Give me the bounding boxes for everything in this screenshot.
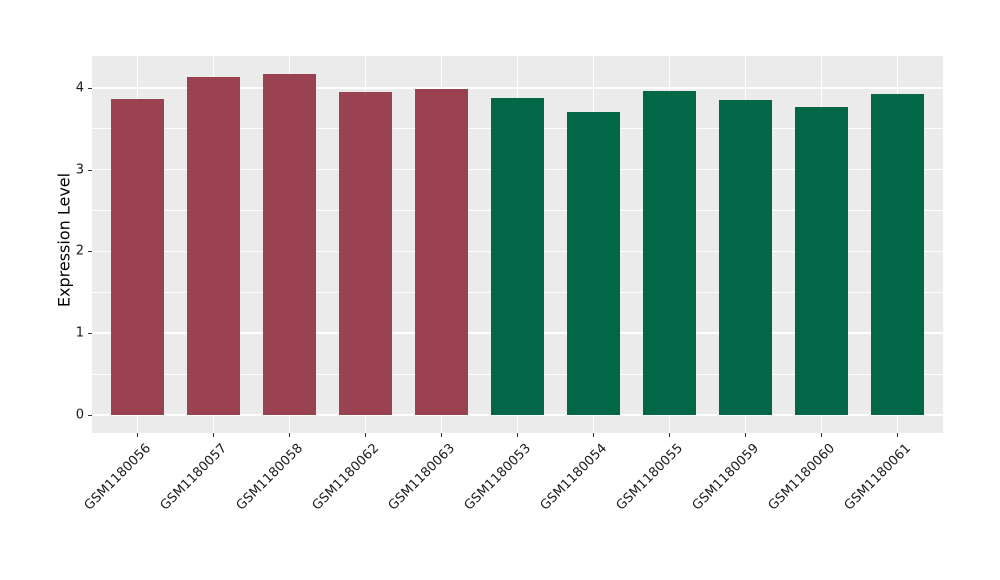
y-tick-mark [87,251,92,253]
bar-GSM1180055 [642,91,697,415]
x-tick-label: GSM1180059 [689,441,763,514]
x-tick-mark [820,433,822,437]
bar-GSM1180058 [262,73,317,415]
x-tick-label: GSM1180054 [537,441,611,514]
y-tick-label: 3 [75,162,84,178]
x-tick-mark [668,433,670,437]
x-tick-label: GSM1180060 [765,441,839,514]
bar-GSM1180053 [490,98,545,415]
y-tick-label: 1 [75,325,84,341]
x-tick-mark [289,433,291,437]
y-axis-title: Expression Level [54,172,74,308]
x-tick-label: GSM1180057 [157,441,231,514]
x-tick-label: GSM1180061 [841,441,915,514]
bar-GSM1180057 [186,77,241,415]
x-tick-label: GSM1180053 [461,441,535,514]
bar-GSM1180061 [870,93,924,415]
x-tick-label: GSM1180062 [309,441,383,514]
x-tick-mark [137,433,139,437]
x-tick-label: GSM1180058 [233,441,307,514]
y-tick-mark [87,415,92,416]
x-tick-mark [365,433,367,437]
y-tick-label: 2 [75,243,84,259]
y-tick-mark [87,333,92,335]
bar-GSM1180060 [794,106,849,415]
x-tick-mark [592,433,594,437]
x-tick-mark [213,433,215,437]
y-tick-label: 4 [75,80,84,96]
bar-GSM1180056 [110,99,165,415]
x-tick-mark [896,433,898,437]
x-tick-mark [517,433,518,437]
x-tick-mark [744,433,746,437]
y-tick-label: 0 [75,407,84,423]
x-tick-label: GSM1180055 [613,441,687,514]
x-tick-mark [441,433,443,437]
y-tick-mark [87,87,92,89]
x-tick-label: GSM1180056 [81,441,155,514]
y-tick-mark [87,169,92,171]
plot-panel [92,56,943,433]
bar-GSM1180059 [718,100,773,415]
bar-GSM1180062 [338,91,393,415]
x-tick-label: GSM1180063 [385,441,459,514]
bar-GSM1180063 [414,89,469,415]
bar-GSM1180054 [566,112,621,415]
